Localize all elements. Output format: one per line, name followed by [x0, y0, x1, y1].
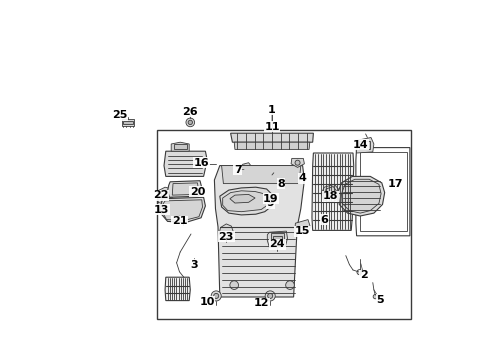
Text: 20: 20 — [190, 186, 205, 197]
Text: 23: 23 — [219, 232, 234, 242]
Ellipse shape — [267, 195, 274, 202]
Text: 18: 18 — [323, 191, 339, 201]
Polygon shape — [356, 138, 374, 153]
Text: 2: 2 — [360, 270, 368, 280]
Polygon shape — [158, 187, 174, 201]
Polygon shape — [236, 163, 252, 174]
Text: 17: 17 — [388, 179, 403, 189]
Polygon shape — [219, 224, 233, 238]
Bar — [122, 119, 134, 126]
Bar — [122, 121, 133, 124]
Polygon shape — [165, 277, 190, 301]
Bar — [269, 175, 275, 181]
Circle shape — [186, 118, 195, 127]
Bar — [273, 236, 282, 243]
Circle shape — [286, 281, 294, 289]
Polygon shape — [230, 194, 255, 203]
Text: 22: 22 — [153, 190, 168, 200]
Polygon shape — [171, 142, 189, 151]
Polygon shape — [291, 158, 304, 167]
Circle shape — [211, 291, 221, 301]
Polygon shape — [222, 191, 270, 212]
Text: 16: 16 — [194, 158, 210, 168]
Polygon shape — [234, 142, 310, 149]
Circle shape — [230, 281, 239, 289]
Text: 1: 1 — [268, 105, 276, 115]
Circle shape — [295, 160, 300, 165]
Text: 9: 9 — [266, 198, 274, 208]
Text: 24: 24 — [270, 239, 285, 249]
Bar — [157, 130, 411, 319]
Polygon shape — [221, 166, 301, 184]
Text: 26: 26 — [182, 107, 198, 117]
Text: 4: 4 — [299, 173, 307, 183]
Polygon shape — [162, 200, 202, 220]
Polygon shape — [220, 187, 274, 215]
Text: 5: 5 — [376, 294, 384, 305]
Polygon shape — [160, 197, 205, 222]
Polygon shape — [342, 179, 381, 213]
Polygon shape — [172, 183, 198, 195]
Text: 8: 8 — [277, 179, 285, 189]
Polygon shape — [168, 181, 202, 197]
Circle shape — [214, 293, 219, 298]
Bar — [161, 190, 171, 198]
Polygon shape — [164, 151, 207, 176]
Text: 12: 12 — [253, 298, 269, 308]
Text: 25: 25 — [112, 110, 127, 120]
Text: 6: 6 — [320, 215, 328, 225]
Text: 19: 19 — [263, 194, 279, 204]
Bar — [360, 141, 370, 149]
Polygon shape — [321, 184, 339, 202]
Polygon shape — [294, 220, 311, 234]
Polygon shape — [325, 186, 337, 199]
Circle shape — [373, 294, 377, 299]
Text: 15: 15 — [295, 226, 310, 236]
Bar — [174, 144, 187, 149]
Polygon shape — [231, 133, 314, 142]
Text: 10: 10 — [199, 297, 215, 307]
Circle shape — [161, 199, 167, 205]
Text: 13: 13 — [154, 204, 169, 215]
Bar — [258, 192, 265, 197]
Ellipse shape — [264, 192, 276, 205]
Circle shape — [265, 291, 275, 301]
Text: 11: 11 — [264, 122, 280, 132]
Polygon shape — [158, 194, 171, 211]
Polygon shape — [268, 231, 288, 248]
Circle shape — [268, 197, 272, 201]
Polygon shape — [312, 153, 354, 230]
Polygon shape — [338, 176, 385, 216]
Polygon shape — [215, 166, 304, 297]
Text: 3: 3 — [191, 260, 198, 270]
Text: 14: 14 — [352, 140, 368, 150]
Circle shape — [357, 270, 362, 275]
Circle shape — [242, 165, 247, 171]
Circle shape — [268, 293, 273, 298]
Text: 7: 7 — [234, 165, 242, 175]
Bar — [270, 233, 284, 243]
Circle shape — [188, 120, 193, 125]
Text: 21: 21 — [172, 216, 187, 226]
Polygon shape — [317, 206, 325, 216]
